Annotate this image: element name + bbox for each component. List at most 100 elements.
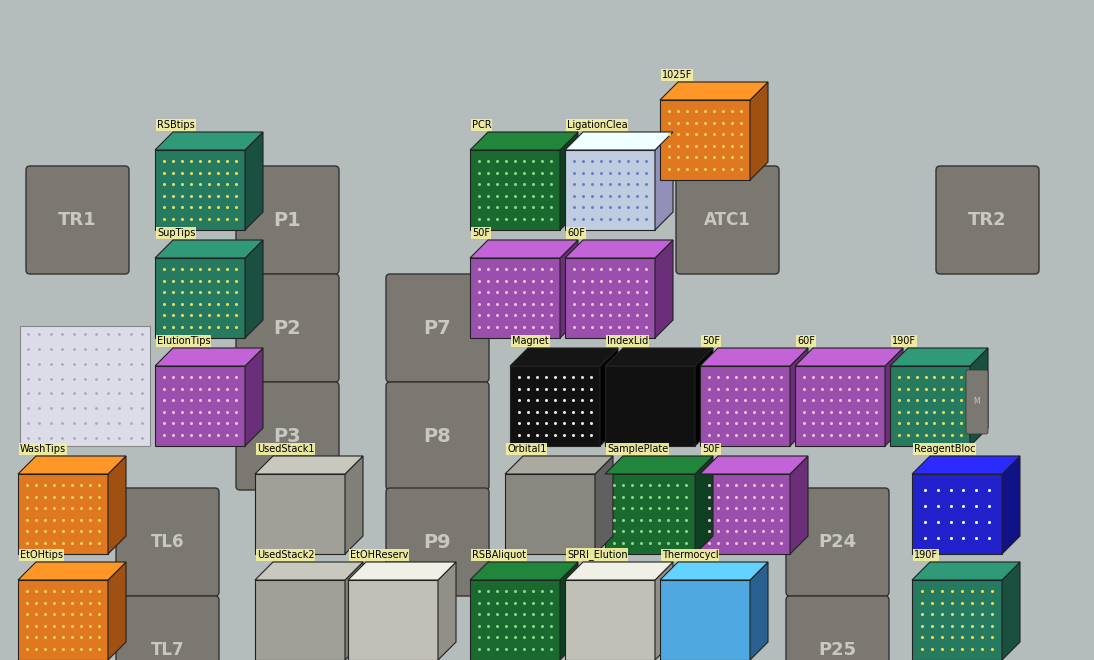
Polygon shape [438, 562, 456, 660]
FancyBboxPatch shape [386, 488, 489, 596]
Polygon shape [560, 562, 578, 660]
Polygon shape [108, 456, 126, 554]
Polygon shape [750, 562, 768, 660]
Polygon shape [655, 562, 673, 660]
FancyBboxPatch shape [966, 370, 988, 434]
Polygon shape [565, 240, 673, 258]
Polygon shape [245, 240, 263, 338]
Text: 60F: 60F [798, 336, 815, 346]
Text: P2: P2 [274, 319, 301, 337]
FancyBboxPatch shape [116, 596, 219, 660]
Polygon shape [605, 474, 695, 554]
Polygon shape [345, 562, 363, 660]
Text: ATC1: ATC1 [705, 211, 750, 229]
Text: P9: P9 [423, 533, 452, 552]
Text: UsedStack2: UsedStack2 [257, 550, 315, 560]
Polygon shape [885, 348, 903, 446]
Text: 190F: 190F [892, 336, 916, 346]
Text: P25: P25 [818, 641, 857, 659]
FancyBboxPatch shape [26, 166, 129, 274]
Text: LigationClea: LigationClea [567, 120, 628, 130]
Polygon shape [470, 258, 560, 338]
Polygon shape [600, 348, 618, 446]
Polygon shape [795, 366, 885, 446]
Polygon shape [912, 580, 1002, 660]
FancyBboxPatch shape [936, 166, 1039, 274]
Polygon shape [695, 456, 713, 554]
Polygon shape [700, 474, 790, 554]
Text: 1025F: 1025F [662, 70, 693, 80]
Polygon shape [108, 562, 126, 660]
Polygon shape [750, 82, 768, 180]
Polygon shape [560, 240, 578, 338]
FancyBboxPatch shape [386, 382, 489, 490]
Polygon shape [565, 150, 655, 230]
Polygon shape [155, 366, 245, 446]
Polygon shape [155, 150, 245, 230]
FancyBboxPatch shape [116, 488, 219, 596]
Polygon shape [18, 580, 108, 660]
FancyBboxPatch shape [20, 326, 150, 446]
Polygon shape [605, 366, 695, 446]
Text: SupTips: SupTips [158, 228, 196, 238]
Polygon shape [18, 562, 126, 580]
Text: 50F: 50F [472, 228, 490, 238]
Polygon shape [695, 348, 713, 446]
Polygon shape [912, 562, 1020, 580]
Polygon shape [348, 562, 456, 580]
Polygon shape [700, 366, 790, 446]
Polygon shape [255, 580, 345, 660]
Polygon shape [970, 348, 988, 446]
Text: RSBtips: RSBtips [158, 120, 195, 130]
Polygon shape [510, 366, 600, 446]
Polygon shape [18, 456, 126, 474]
Polygon shape [565, 132, 673, 150]
Polygon shape [1002, 562, 1020, 660]
Polygon shape [345, 456, 363, 554]
FancyBboxPatch shape [676, 166, 779, 274]
Polygon shape [505, 474, 595, 554]
Text: UsedStack1: UsedStack1 [257, 444, 314, 454]
Polygon shape [565, 562, 673, 580]
Text: Orbital1: Orbital1 [507, 444, 546, 454]
Polygon shape [470, 240, 578, 258]
Polygon shape [565, 258, 655, 338]
Polygon shape [505, 456, 613, 474]
Polygon shape [470, 150, 560, 230]
Polygon shape [660, 580, 750, 660]
Polygon shape [470, 580, 560, 660]
Text: P8: P8 [423, 426, 452, 446]
Polygon shape [155, 240, 263, 258]
Polygon shape [510, 348, 618, 366]
Polygon shape [470, 562, 578, 580]
Polygon shape [18, 474, 108, 554]
Polygon shape [255, 474, 345, 554]
Text: EtOHtips: EtOHtips [20, 550, 63, 560]
Polygon shape [660, 82, 768, 100]
Polygon shape [660, 562, 768, 580]
Polygon shape [660, 100, 750, 180]
Polygon shape [790, 456, 808, 554]
Polygon shape [595, 456, 613, 554]
Text: SamplePlate: SamplePlate [607, 444, 668, 454]
Text: TL7: TL7 [151, 641, 184, 659]
Text: M: M [974, 397, 980, 407]
Polygon shape [1002, 456, 1020, 554]
Text: P7: P7 [423, 319, 452, 337]
Polygon shape [891, 348, 988, 366]
Text: RSBAliquot: RSBAliquot [472, 550, 526, 560]
Text: ReagentBloc: ReagentBloc [913, 444, 976, 454]
Text: P1: P1 [274, 211, 301, 230]
Polygon shape [470, 132, 578, 150]
Polygon shape [245, 348, 263, 446]
Polygon shape [155, 348, 263, 366]
Text: EtOHReserv: EtOHReserv [350, 550, 408, 560]
Polygon shape [655, 240, 673, 338]
Text: P24: P24 [818, 533, 857, 551]
FancyBboxPatch shape [785, 596, 889, 660]
Text: TL6: TL6 [151, 533, 184, 551]
Polygon shape [912, 456, 1020, 474]
Polygon shape [565, 580, 655, 660]
Text: Magnet: Magnet [512, 336, 549, 346]
Text: IndexLid: IndexLid [607, 336, 649, 346]
